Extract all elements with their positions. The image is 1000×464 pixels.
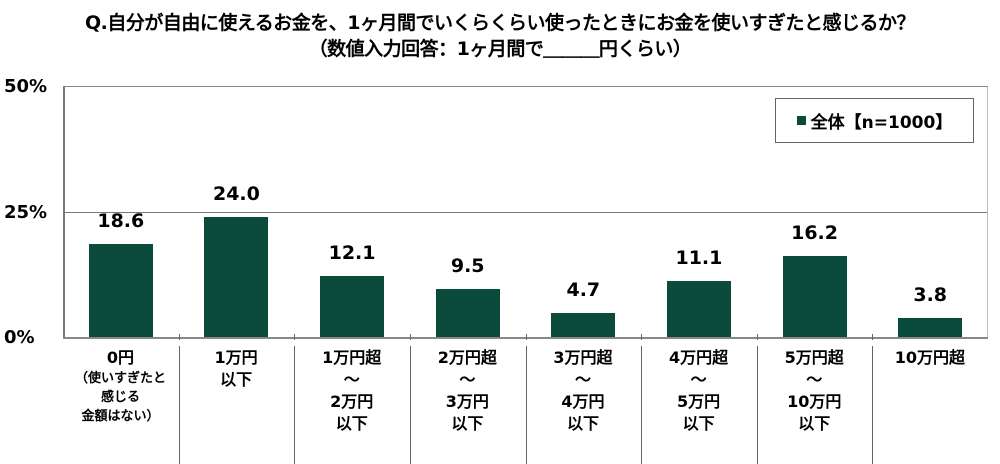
bar-value-label: 24.0 — [212, 182, 260, 205]
bar-value-label: 3.8 — [913, 283, 948, 306]
gridline-25 — [65, 212, 987, 213]
bar — [435, 289, 500, 337]
category-main: 5万円超 ～ 10万円 以下 — [784, 348, 844, 433]
category-main: 3万円超 ～ 4万円 以下 — [553, 348, 613, 433]
bar-value-label: 18.6 — [97, 209, 145, 232]
bar — [320, 276, 385, 337]
category-main: 0円 — [106, 348, 135, 367]
bar-value-label: 11.1 — [675, 247, 723, 270]
x-tick — [756, 334, 758, 340]
y-tick-0: 0% — [4, 327, 35, 348]
legend-label: 全体【n=1000】 — [810, 113, 953, 133]
title-line-1: Q.自分が自由に使えるお金を、1ヶ月間でいくらくらい使ったときにお金を使いすぎた… — [84, 12, 916, 34]
category-separator — [409, 346, 411, 464]
category-label: 10万円超 — [872, 347, 987, 369]
category-label: 3万円超 ～ 4万円 以下 — [526, 347, 641, 435]
x-tick — [641, 334, 643, 340]
category-separator — [641, 346, 643, 464]
bar-value-label: 12.1 — [328, 242, 376, 265]
bar — [666, 281, 731, 337]
bar-value-label: 4.7 — [566, 279, 601, 302]
category-label: 4万円超 ～ 5万円 以下 — [641, 347, 756, 435]
x-tick — [409, 334, 411, 340]
chart-title: Q.自分が自由に使えるお金を、1ヶ月間でいくらくらい使ったときにお金を使いすぎた… — [0, 10, 1000, 62]
category-sub: （使いすぎたと 感じる 金額はない） — [74, 371, 166, 424]
category-main: 1万円 以下 — [214, 348, 258, 389]
x-tick — [294, 334, 296, 340]
category-label: 2万円超 ～ 3万円 以下 — [410, 347, 525, 435]
bar — [898, 317, 963, 337]
y-tick-50: 50% — [4, 76, 48, 97]
x-tick — [525, 334, 527, 340]
category-separator — [756, 346, 758, 464]
x-tick — [178, 334, 180, 340]
bar-value-label: 9.5 — [450, 255, 485, 278]
plot-area — [63, 86, 988, 337]
bar — [88, 243, 153, 337]
category-separator — [294, 346, 296, 464]
category-main: 10万円超 — [894, 348, 966, 367]
category-separator — [525, 346, 527, 464]
category-label: 1万円超 ～ 2万円 以下 — [294, 347, 409, 435]
category-separator — [872, 346, 874, 464]
category-main: 1万円超 ～ 2万円 以下 — [322, 348, 382, 433]
y-tick-25: 25% — [4, 202, 48, 223]
bar — [551, 313, 616, 337]
category-main: 2万円超 ～ 3万円 以下 — [437, 348, 497, 433]
category-label: 0円 （使いすぎたと 感じる 金額はない） — [63, 347, 178, 426]
legend: 全体【n=1000】 — [775, 98, 974, 143]
bar-value-label: 16.2 — [791, 221, 838, 244]
category-label: 1万円 以下 — [179, 347, 294, 391]
category-main: 4万円超 ～ 5万円 以下 — [669, 348, 729, 433]
category-separator — [178, 346, 180, 464]
x-tick — [872, 334, 874, 340]
category-label: 5万円超 ～ 10万円 以下 — [757, 347, 872, 435]
bar — [782, 255, 847, 337]
legend-swatch-icon — [796, 116, 806, 125]
bar — [204, 216, 269, 337]
title-line-2: （数値入力回答：1ヶ月間で＿＿＿円くらい） — [308, 38, 692, 60]
